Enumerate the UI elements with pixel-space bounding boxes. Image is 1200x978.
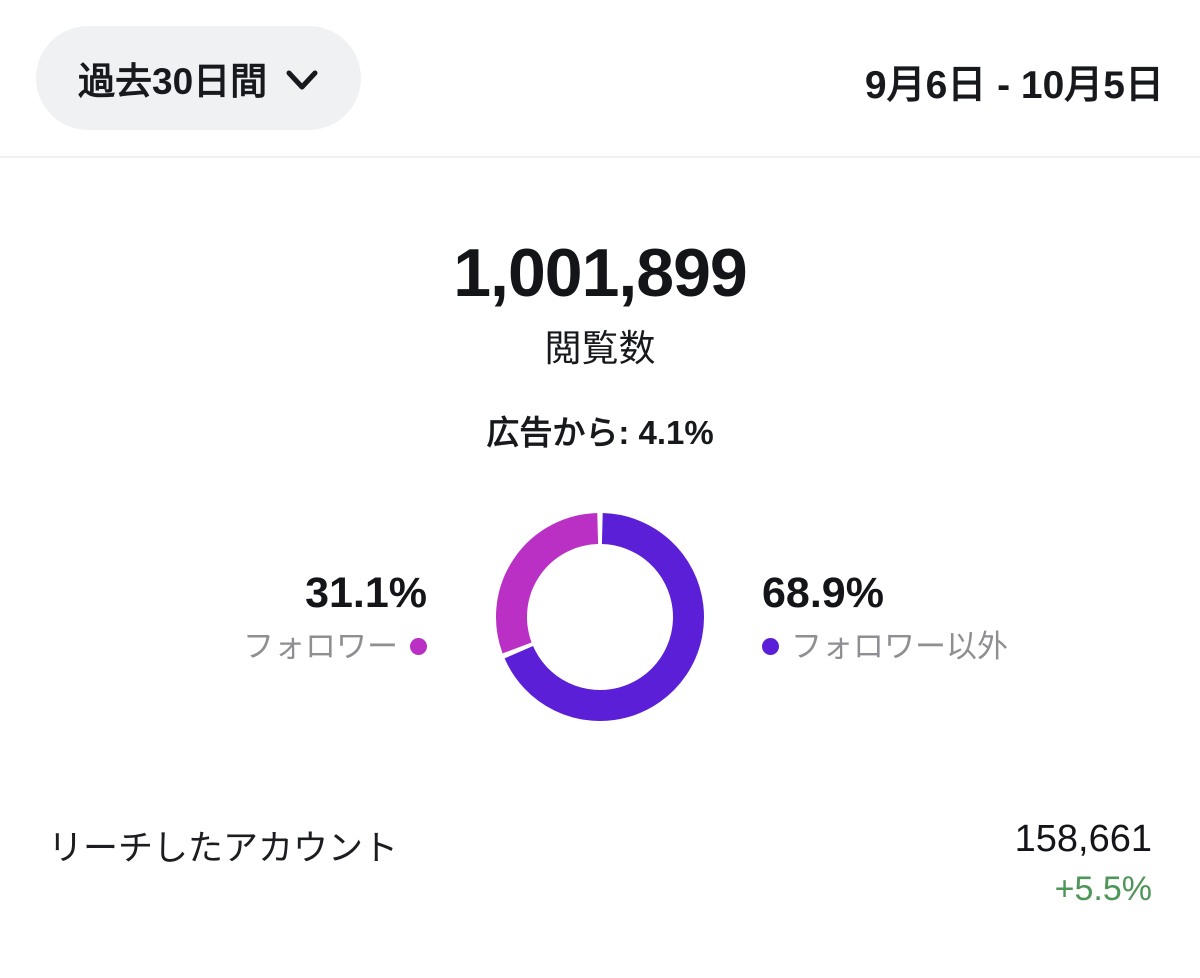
- donut-segment-followers: [496, 513, 599, 654]
- chevron-down-icon: [285, 65, 319, 91]
- accounts-reached-row[interactable]: リーチしたアカウント 158,661 +5.5%: [0, 812, 1200, 932]
- views-total-value: 1,001,899: [453, 235, 748, 311]
- from-ads-note: 広告から: 4.1%: [486, 414, 714, 451]
- accounts-reached-label: リーチしたアカウント: [48, 829, 399, 868]
- followers-percent: 31.1%: [305, 569, 427, 617]
- donut-segment-non-followers: [504, 513, 704, 721]
- views-total-label: 閲覧数: [544, 328, 656, 369]
- legend-followers: 31.1% フォロワー: [243, 572, 427, 662]
- donut-chart: [496, 513, 704, 721]
- legend-non-followers: 68.9% フォロワー以外: [762, 572, 1008, 662]
- header: 過去30日間 9月6日 - 10月5日: [0, 0, 1200, 158]
- non-followers-label: フォロワー以外: [791, 629, 1008, 664]
- followers-dot-icon: [410, 638, 427, 655]
- non-followers-dot-icon: [762, 638, 779, 655]
- accounts-reached-change: +5.5%: [1054, 870, 1152, 908]
- accounts-reached-value: 158,661: [1014, 818, 1152, 860]
- date-range-label: 9月6日 - 10月5日: [864, 64, 1164, 107]
- non-followers-percent: 68.9%: [762, 569, 884, 617]
- followers-label: フォロワー: [243, 629, 398, 664]
- period-selector-button[interactable]: 過去30日間: [36, 26, 362, 130]
- period-selector-label: 過去30日間: [78, 61, 268, 102]
